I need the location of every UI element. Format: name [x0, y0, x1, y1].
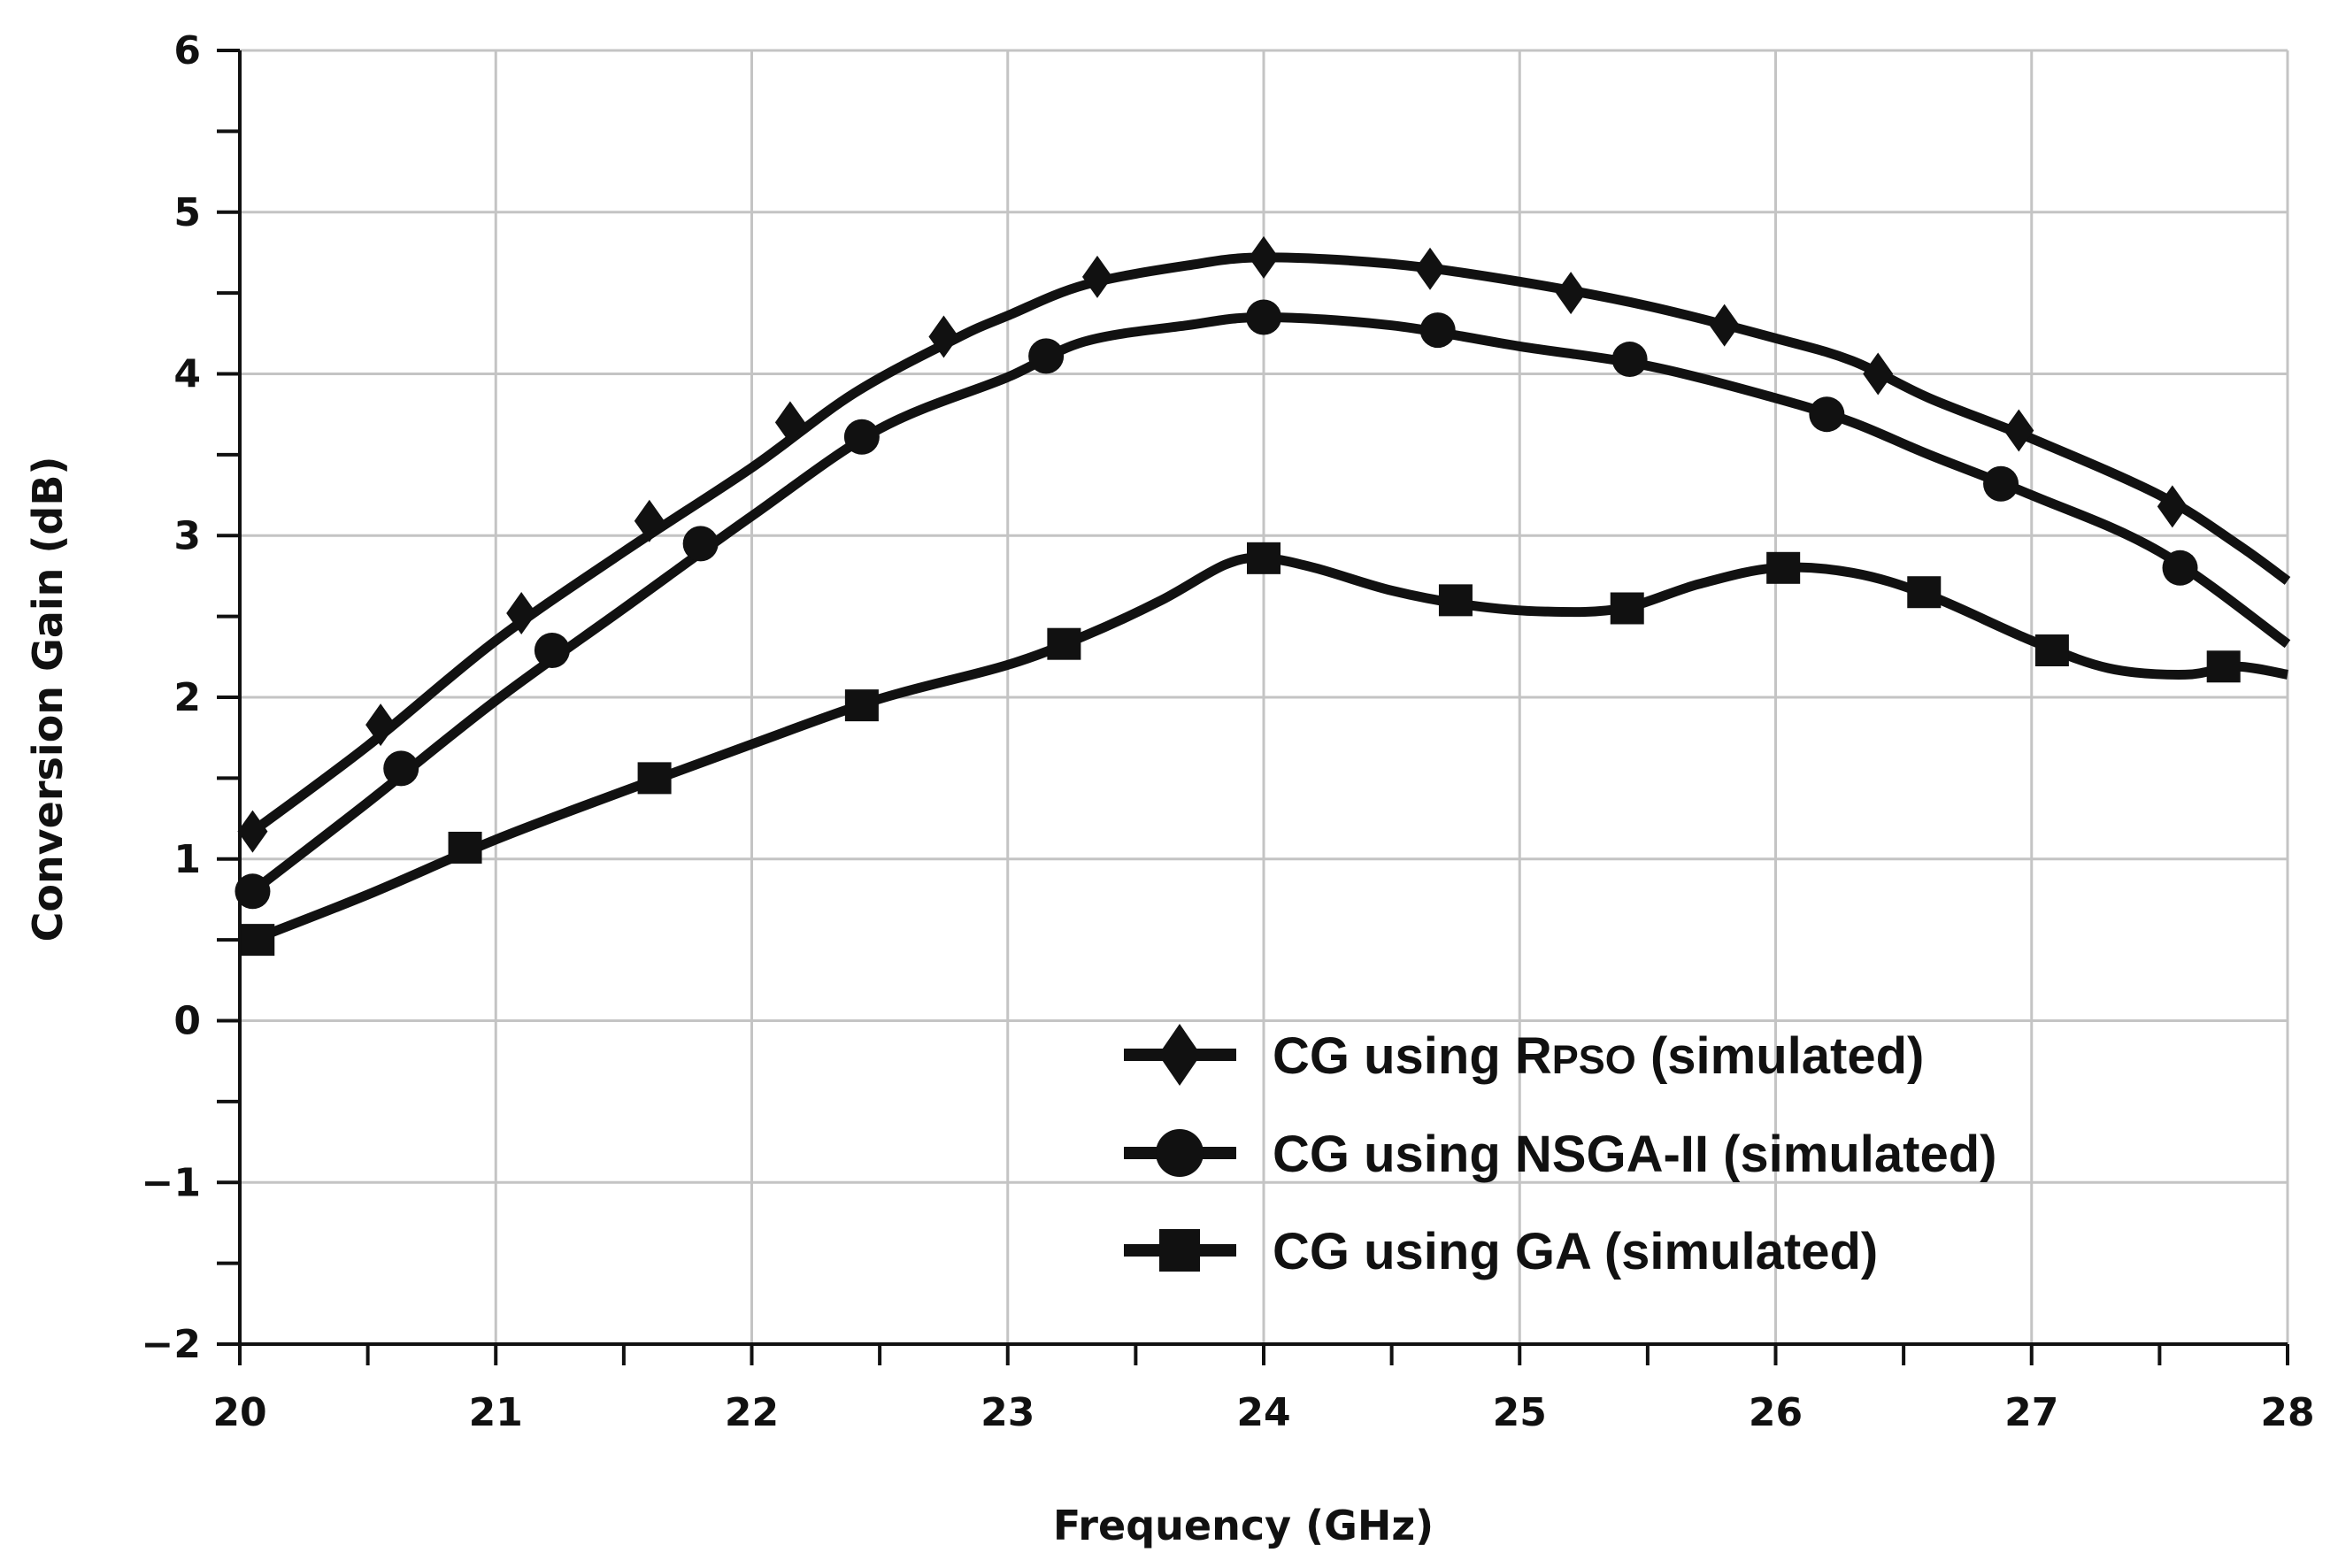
series-line-ga — [250, 553, 2288, 945]
ga-data-point — [844, 689, 879, 722]
x-tick-label: 28 — [2260, 1390, 2314, 1435]
rpso-data-point — [2157, 485, 2188, 528]
nsga-ii-data-point — [1246, 299, 1281, 335]
ga-data-point — [1047, 627, 1081, 660]
rpso-data-point — [1415, 247, 1446, 290]
x-tick-label: 26 — [1749, 1390, 1803, 1435]
ga-data-point — [1247, 542, 1281, 574]
nsga-ii-data-point — [383, 750, 419, 787]
ga-data-point — [1907, 576, 1942, 609]
rpso-data-point — [1863, 352, 1894, 396]
x-tick-label: 21 — [469, 1390, 523, 1435]
nsga-ii-data-point — [843, 419, 880, 455]
y-tick-label: 6 — [173, 28, 201, 73]
legend-label-suffix: (simulated) — [1636, 1027, 1925, 1085]
y-tick-label: −2 — [142, 1322, 201, 1367]
rpso-data-point — [928, 315, 959, 358]
y-tick-label: 1 — [173, 837, 201, 882]
rpso-data-point — [634, 499, 665, 542]
nsga-ii-data-point — [1983, 465, 2019, 502]
x-tick-label: 24 — [1236, 1390, 1290, 1435]
x-tick-label: 25 — [1493, 1390, 1547, 1435]
legend-marker-rpso — [1158, 1024, 1201, 1086]
legend: CG using RPSO (simulated) CG using NSGA-I… — [1124, 1024, 1997, 1280]
ga-data-point — [1766, 551, 1801, 584]
nsga-ii-data-point — [682, 526, 719, 562]
rpso-data-point — [506, 591, 537, 634]
rpso-data-point — [365, 703, 396, 747]
legend-marker-nsga-ii — [1156, 1129, 1204, 1177]
y-tick-label: 0 — [173, 999, 201, 1044]
data-series — [235, 235, 2291, 957]
nsga-ii-data-point — [1809, 396, 1845, 433]
legend-entry-ga: CG using GA (simulated) — [1124, 1223, 1878, 1280]
x-axis-title: Frequency (GHz) — [1053, 1502, 1434, 1549]
rpso-data-point — [774, 401, 805, 444]
nsga-ii-data-point — [235, 873, 271, 910]
ga-data-point — [2206, 650, 2241, 683]
nsga-ii-data-point — [1028, 338, 1065, 374]
legend-label-prefix: CG using R — [1273, 1027, 1552, 1085]
legend-label-smallcaps: PSO — [1552, 1037, 1636, 1082]
nsga-ii-data-point — [2162, 550, 2198, 586]
ga-data-point — [2034, 634, 2069, 667]
y-tick-label: 5 — [173, 190, 201, 235]
nsga-ii-data-point — [1611, 342, 1648, 378]
rpso-data-point — [1081, 255, 1112, 298]
series-ga — [241, 542, 2288, 957]
y-tick-label: 2 — [173, 675, 201, 720]
legend-entry-nsga-ii: CG using NSGA-II (simulated) — [1124, 1126, 1997, 1183]
rpso-data-point — [2003, 409, 2034, 452]
y-tick-label: 4 — [173, 352, 201, 397]
x-tick-label: 23 — [981, 1390, 1034, 1435]
legend-label-ga: CG using GA (simulated) — [1273, 1223, 1878, 1280]
legend-entry-rpso: CG using RPSO (simulated) — [1124, 1024, 1924, 1086]
ga-data-point — [1438, 584, 1473, 617]
x-tick-label: 27 — [2004, 1390, 2058, 1435]
x-tick-label: 22 — [725, 1390, 779, 1435]
y-tick-label: −1 — [142, 1160, 201, 1205]
y-axis-title: Conversion Gain (dB) — [24, 457, 72, 942]
ga-data-point — [637, 762, 672, 795]
ga-data-point — [448, 831, 482, 864]
ga-data-point — [241, 924, 275, 957]
rpso-data-point — [1709, 304, 1740, 347]
series-nsga-ii — [235, 299, 2291, 910]
series-rpso — [237, 235, 2291, 853]
nsga-ii-data-point — [1419, 312, 1456, 349]
rpso-data-point — [1556, 272, 1587, 315]
y-tick-label: 3 — [173, 513, 201, 558]
grid-lines — [240, 50, 2288, 1344]
rpso-data-point — [1249, 235, 1279, 279]
x-tick-label: 20 — [212, 1390, 266, 1435]
legend-marker-ga — [1159, 1229, 1200, 1272]
nsga-ii-data-point — [534, 633, 570, 669]
ga-data-point — [1610, 592, 1644, 625]
legend-label-nsga-ii: CG using NSGA-II (simulated) — [1273, 1126, 1997, 1183]
legend-label-rpso: CG using RPSO (simulated) — [1273, 1027, 1924, 1085]
rpso-data-point — [237, 810, 268, 853]
